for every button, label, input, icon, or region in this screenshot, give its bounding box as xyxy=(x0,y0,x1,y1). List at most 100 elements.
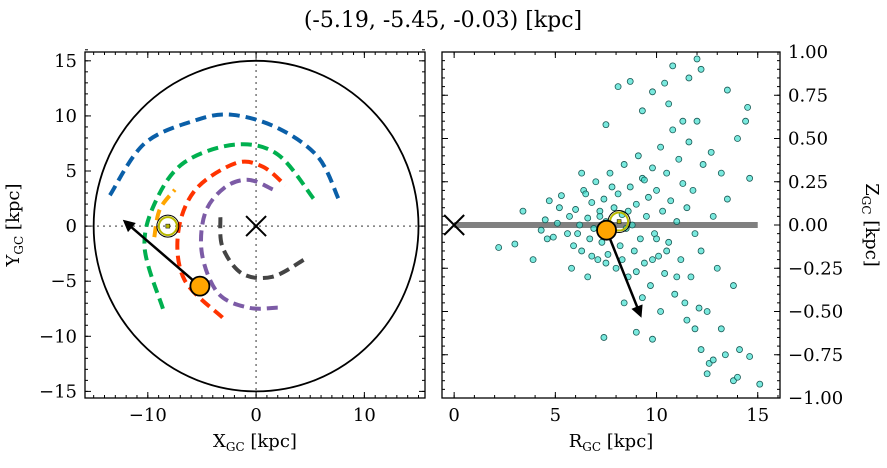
scatter-point xyxy=(626,78,634,85)
scatter-point xyxy=(614,83,622,90)
scatter-point xyxy=(584,214,592,222)
scatter-point xyxy=(555,204,563,212)
y-tick-label: −15 xyxy=(39,381,77,402)
x-axis-label: XGC [kpc] xyxy=(213,431,297,454)
scatter-point xyxy=(647,282,654,289)
scatter-point xyxy=(570,242,577,250)
scatter-point xyxy=(602,121,610,129)
scatter-point xyxy=(649,256,656,264)
scatter-point xyxy=(663,247,671,255)
scatter-point xyxy=(649,335,656,343)
y-tick-label: 0.50 xyxy=(788,129,828,150)
y-tick-label: −0.50 xyxy=(788,302,843,323)
velocity-arrow xyxy=(605,229,643,318)
galactic-center-x-icon xyxy=(443,214,465,236)
sun-symbol-icon xyxy=(157,216,178,237)
spiral-arm-3 xyxy=(199,177,278,311)
scatter-point xyxy=(590,225,598,232)
scatter-point xyxy=(653,235,660,243)
scatter-point xyxy=(634,152,642,160)
y-tick-label: 0.75 xyxy=(788,85,828,106)
scatter-point xyxy=(645,193,652,201)
sun-center xyxy=(616,219,622,224)
x-tick-label: 0 xyxy=(448,405,459,426)
scatter-point xyxy=(602,259,610,267)
spiral-arm-2 xyxy=(175,159,287,320)
scatter-point xyxy=(687,273,695,281)
scatter-point xyxy=(568,264,575,272)
scatter-point xyxy=(649,88,656,96)
scatter-point xyxy=(529,256,537,264)
scatter-point xyxy=(624,207,632,215)
scatter-point xyxy=(709,356,717,364)
left-panel-xy: −10 0 10 −15 −10 −5 0 5 10 15 XGC [kpc] YGC [kpc] xyxy=(3,49,426,454)
scatter-point xyxy=(649,164,656,172)
scatter-point xyxy=(541,216,549,224)
scatter-point xyxy=(511,240,519,248)
y-tick-label: 1.00 xyxy=(788,42,828,63)
object-marker xyxy=(596,219,617,241)
x-tick-label: 15 xyxy=(746,405,769,426)
scatter-point xyxy=(744,103,752,111)
scatter-point xyxy=(657,308,664,315)
boundary-circle xyxy=(92,59,420,393)
right-panel-rz: 0 5 10 15 −1.00 −0.75 −0.50 −0.25 0.00 0.25 0.50 0.… xyxy=(441,42,882,454)
scatter-point xyxy=(636,235,644,243)
y-tick-label: 0 xyxy=(66,216,77,237)
scatter-point xyxy=(558,192,565,199)
scatter-point xyxy=(638,294,646,302)
sun-outer-ring xyxy=(156,214,180,238)
scatter-point xyxy=(632,268,640,276)
scatter-point xyxy=(673,273,681,281)
y-tick-label: −5 xyxy=(50,271,77,292)
scatter-point xyxy=(677,256,685,264)
scatter-point xyxy=(553,219,561,227)
scatter-point xyxy=(543,235,551,243)
x-axis-label: RGC [kpc] xyxy=(569,431,654,454)
scatter-point xyxy=(640,176,648,184)
scatter-point xyxy=(699,161,707,168)
x-tick-label: 0 xyxy=(250,405,261,426)
scatter-point xyxy=(659,207,667,215)
scatter-point xyxy=(626,183,634,191)
scatter-point xyxy=(673,218,681,225)
scatter-point xyxy=(586,235,594,243)
scatter-point xyxy=(679,117,687,125)
scatter-point xyxy=(742,117,749,125)
scatter-point xyxy=(606,169,614,177)
scatter-point xyxy=(669,126,677,134)
x-tick-label: 10 xyxy=(645,405,668,426)
scatter-point xyxy=(665,100,673,108)
x-tick-label: 10 xyxy=(353,405,376,426)
y-tick-label: 5 xyxy=(66,161,77,182)
scatter-point xyxy=(545,197,553,205)
scatter-point xyxy=(709,212,717,220)
scatter-point xyxy=(661,79,669,87)
plot-area xyxy=(85,52,425,398)
scatter-point xyxy=(695,304,703,312)
scatter-point xyxy=(691,325,699,333)
scatter-point xyxy=(717,169,725,177)
scatter-point xyxy=(669,62,677,70)
object-marker xyxy=(189,275,211,297)
scatter-point xyxy=(683,316,691,324)
scatter-point xyxy=(671,290,679,298)
scatter-point xyxy=(632,200,640,208)
spiral-arm-4 xyxy=(218,217,306,281)
scatter-point xyxy=(681,299,689,307)
y-tick-label: −10 xyxy=(39,326,77,347)
scatter-point xyxy=(578,169,586,177)
scatter-point xyxy=(519,207,527,215)
scatter-point xyxy=(592,178,600,186)
scatter-point xyxy=(610,204,618,212)
scatter-point xyxy=(600,334,608,341)
scatter-point xyxy=(576,221,584,229)
scatter-point xyxy=(691,230,699,238)
scatter-point xyxy=(604,251,612,258)
scatter-point xyxy=(630,247,638,255)
scatter-point xyxy=(734,373,741,381)
scatter-point xyxy=(689,186,697,194)
scatter-point xyxy=(756,380,764,388)
scatter-point xyxy=(566,212,573,220)
scatter-point xyxy=(685,138,693,146)
